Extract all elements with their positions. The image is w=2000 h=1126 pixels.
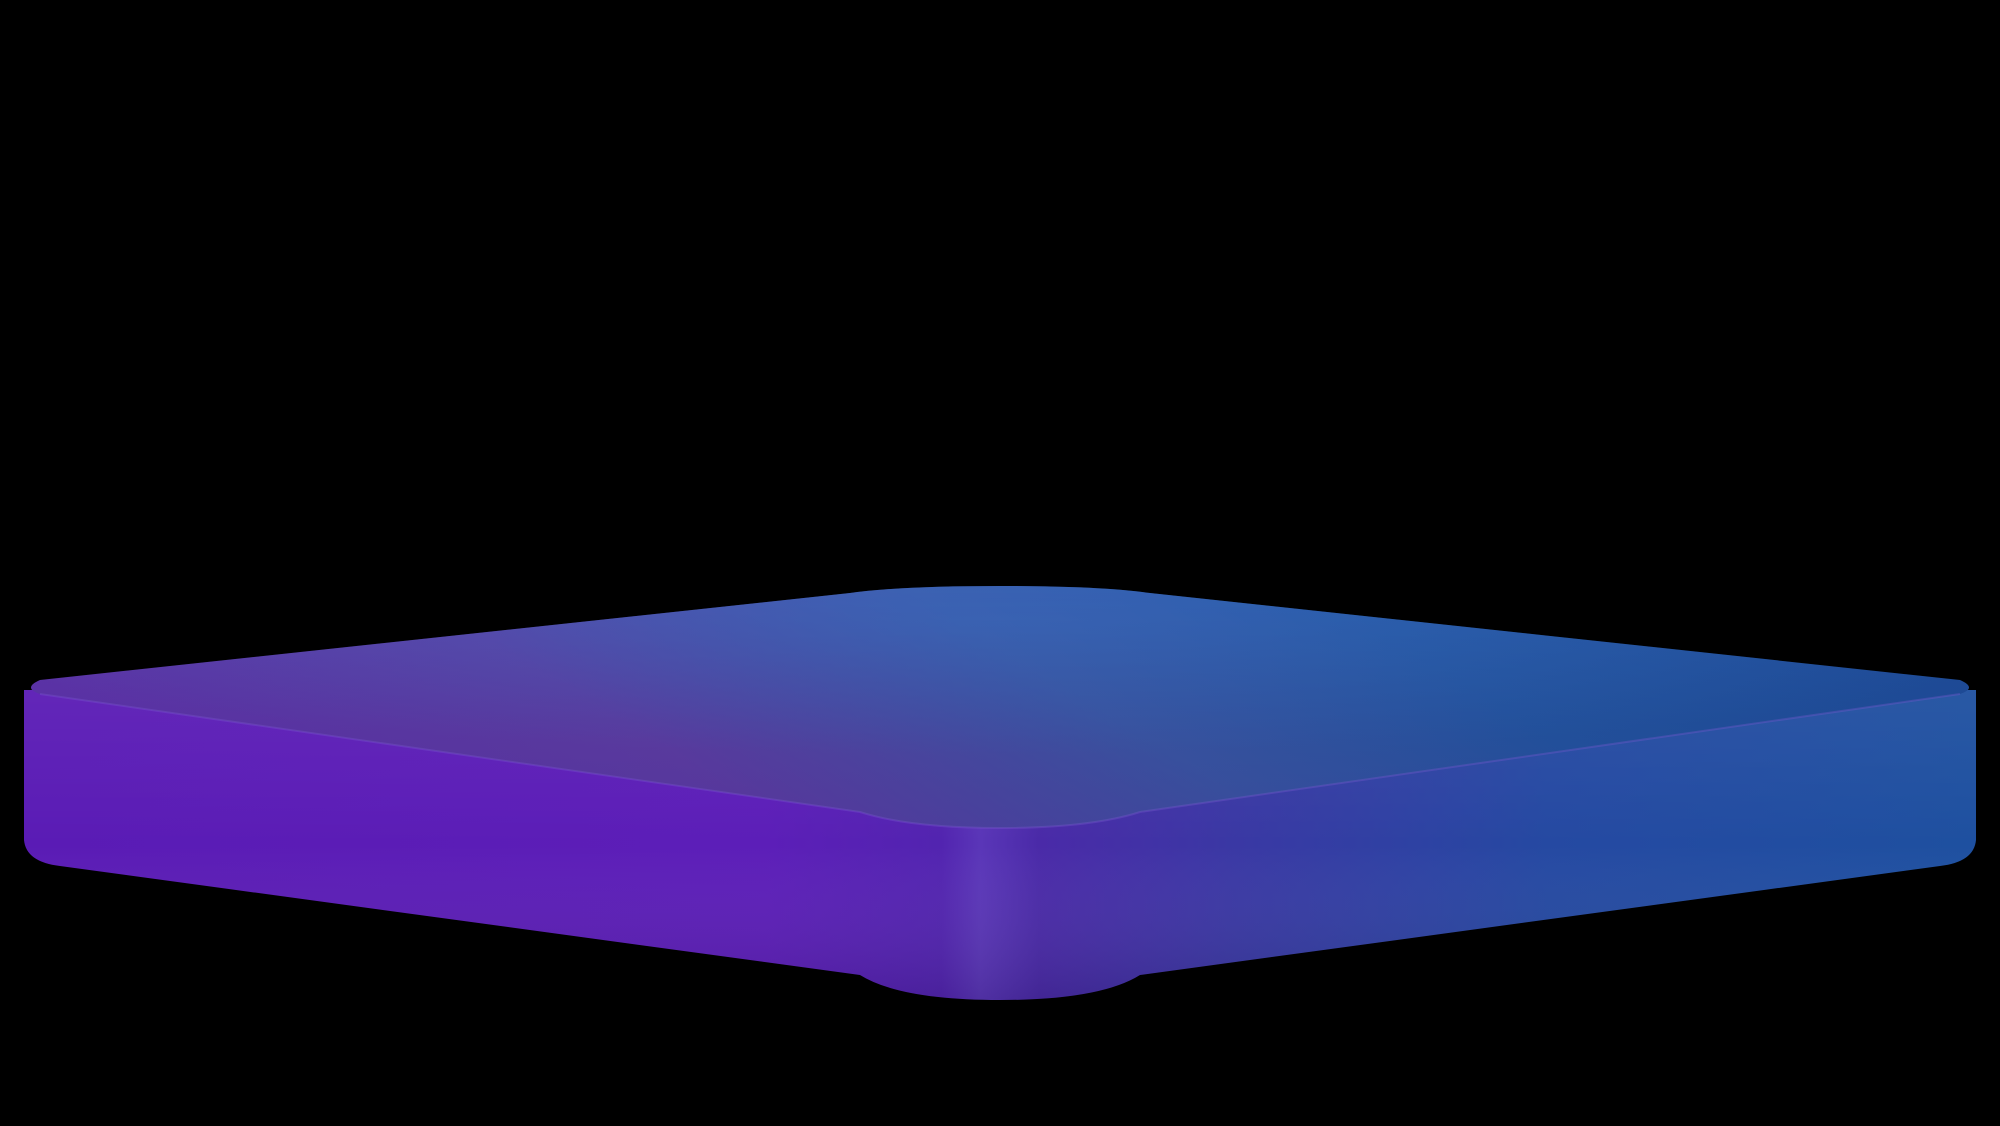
slab-rim-highlight <box>39 693 1961 830</box>
slab-side-band <box>24 690 1976 1000</box>
slab-top-surface <box>31 586 1969 828</box>
